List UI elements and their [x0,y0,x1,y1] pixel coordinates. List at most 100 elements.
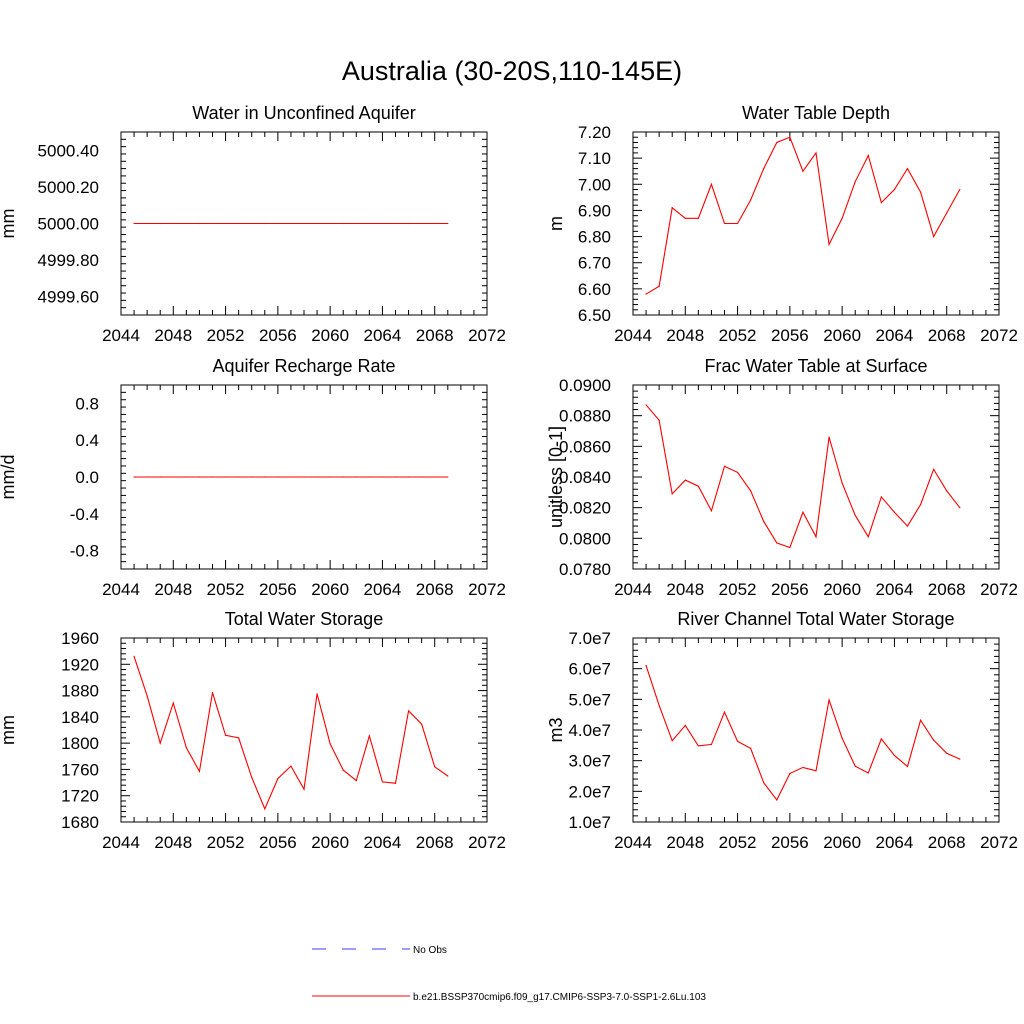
panel-5: 2044 2048 2052 2056 2060 2064 2068 2072 1680 1720… [0,609,506,852]
y-axis-label: unitless [0-1] [546,426,566,528]
data-point [802,511,804,513]
y-tick-label: 1880 [61,682,99,701]
legend-obs-label: No Obs [413,945,447,956]
y-tick-label: 3.0e7 [568,752,611,771]
data-point [802,766,804,769]
data-point [867,154,869,157]
y-tick-label: 1840 [61,708,99,727]
data-point [763,168,765,170]
data-point [238,737,240,739]
data-point [211,476,214,478]
x-tick-label: 2044 [614,833,652,852]
data-point [750,747,752,750]
data-point [841,737,843,739]
data-point [368,222,370,225]
panel-title: Water in Unconfined Aquifer [192,103,415,123]
y-tick-label: 2.0e7 [568,782,611,801]
panel-title: Water Table Depth [742,103,890,123]
data-point [736,740,739,742]
y-tick-label: 0.0900 [559,376,611,395]
x-tick-label: 2052 [207,833,245,852]
data-point [919,719,922,721]
data-point [421,476,423,478]
data-point [684,217,686,219]
data-point [867,536,869,538]
y-tick-label: 0.0840 [559,468,611,487]
data-point [394,222,397,225]
x-tick-label: 2072 [980,833,1018,852]
plot-frame [120,637,488,823]
panel-title: Aquifer Recharge Rate [212,356,395,376]
y-tick-label: 5000.40 [38,141,99,160]
data-point [658,704,660,707]
x-tick-label: 2052 [207,326,245,345]
data-point [185,747,187,749]
data-point [146,695,148,697]
x-tick-label: 2044 [614,580,652,599]
data-point [684,724,686,727]
data-point [277,476,279,478]
series-line [645,404,961,549]
data-point [251,222,253,225]
data-point [421,222,423,225]
data-point [303,476,305,478]
data-point [880,738,882,740]
data-point [697,745,699,747]
data-point [133,655,135,658]
data-point [671,740,673,742]
panel-title: Total Water Storage [225,609,383,629]
data-point [264,476,266,478]
x-tick-label: 2060 [823,326,861,345]
data-point [381,781,384,783]
data-point [329,743,331,745]
data-point [763,782,765,784]
y-tick-label: 1920 [61,655,99,674]
panel-1: 2044 2048 2052 2056 2060 2064 2068 2072 4999.60 4… [0,103,506,345]
y-tick-label: 1720 [61,787,99,806]
x-tick-label: 2072 [980,326,1018,345]
data-point [303,222,305,225]
x-tick-label: 2064 [364,580,402,599]
data-point [185,222,187,225]
y-tick-label: -0.8 [70,542,99,561]
data-point [198,222,201,225]
x-tick-label: 2060 [311,580,349,599]
panels: 2044 2048 2052 2056 2060 2064 2068 2072 4999.60 4… [0,103,1018,852]
data-point [959,507,961,509]
y-tick-label: 4.0e7 [568,721,611,740]
x-tick-label: 2056 [259,326,297,345]
data-point [329,222,331,225]
y-tick-label: -0.4 [70,505,99,524]
x-tick-label: 2052 [719,833,757,852]
plot-frame [632,131,1000,316]
y-tick-label: 0.4 [75,431,99,450]
data-point [789,136,791,138]
data-point [671,493,673,495]
data-point [723,465,726,467]
x-tick-label: 2052 [207,580,245,599]
x-tick-label: 2068 [416,580,454,599]
legend: No Obs b.e21.BSSP370cmip6.f09_g17.CMIP6-… [312,945,706,1003]
data-point [277,778,279,780]
data-point [815,152,817,154]
x-tick-label: 2060 [311,326,349,345]
x-tick-label: 2060 [823,580,861,599]
y-tick-label: 7.0e7 [568,629,611,648]
data-point [394,782,397,784]
x-tick-label: 2064 [364,833,402,852]
data-point [893,188,896,191]
data-point [447,222,449,225]
data-point [946,752,948,754]
data-point [723,222,726,225]
data-point [342,222,344,225]
data-point [211,222,214,225]
y-tick-label: 6.50 [578,306,611,325]
x-tick-label: 2048 [154,326,192,345]
data-point [172,222,174,225]
data-point [645,293,647,295]
data-point [750,490,752,492]
data-point [251,476,253,478]
series-line [645,136,961,295]
data-point [658,419,660,421]
x-tick-label: 2072 [468,326,506,345]
